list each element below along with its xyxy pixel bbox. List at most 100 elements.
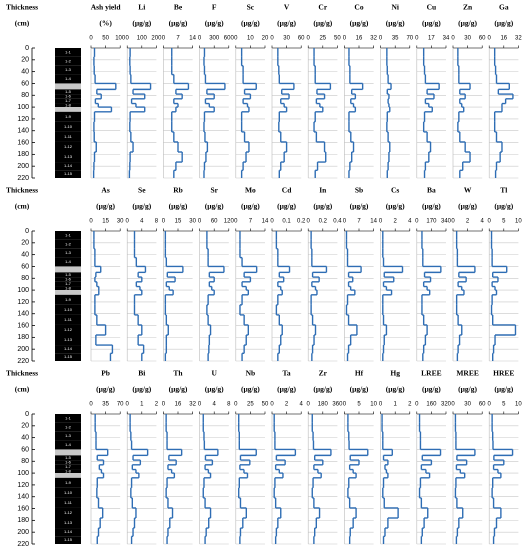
panel-title: Sc xyxy=(247,3,255,12)
layer-label: 1-6 xyxy=(65,94,72,99)
coal-layer xyxy=(55,281,81,287)
x-tick-label: 0 xyxy=(451,36,455,42)
x-tick-label: 360 xyxy=(332,402,343,408)
coal-layer xyxy=(55,170,81,178)
panel-unit: (μg/g) xyxy=(350,385,369,394)
panel-unit: (μg/g) xyxy=(386,202,405,211)
x-tick-label: 0 xyxy=(270,402,274,408)
x-tick-label: 0.2 xyxy=(319,219,328,225)
x-tick-label: 100 xyxy=(137,36,148,42)
x-tick-label: 0 xyxy=(451,402,455,408)
x-tick-label: 0 xyxy=(307,402,311,408)
x-tick-label: 14 xyxy=(189,36,196,42)
layer-label: 1-10 xyxy=(64,307,73,312)
layer-label: 1-10 xyxy=(64,490,73,495)
y-tick-label: 200 xyxy=(17,163,29,170)
panel-title: Hg xyxy=(390,369,400,378)
coal-layer xyxy=(55,335,81,346)
panel-title: Tl xyxy=(500,186,507,195)
x-tick-label: 30 xyxy=(117,219,124,225)
coal-layer xyxy=(55,286,81,291)
coal-layer xyxy=(55,469,81,474)
panel-unit: (μg/g) xyxy=(458,385,477,394)
y-tick-label: 180 xyxy=(17,334,29,341)
y-tick-label: 160 xyxy=(17,139,29,146)
parting-layer xyxy=(55,473,81,478)
layer-label: 1-9 xyxy=(65,480,72,485)
coal-layer xyxy=(55,152,81,163)
y-tick-label: 40 xyxy=(21,251,29,258)
coal-layer xyxy=(55,345,81,354)
x-tick-label: 0 xyxy=(379,402,383,408)
y-tick-label: 100 xyxy=(17,104,29,111)
panel-unit: (μg/g) xyxy=(205,19,224,28)
panel-unit: (μg/g) xyxy=(313,202,332,211)
panel-unit: (μg/g) xyxy=(241,19,260,28)
panel-unit: (μg/g) xyxy=(350,202,369,211)
x-tick-label: 2 xyxy=(394,219,398,225)
layer-label: 1-8 xyxy=(65,468,72,473)
x-tick-label: 50 xyxy=(334,36,341,42)
y-tick-label: 0 xyxy=(25,228,29,235)
x-tick-label: 7 xyxy=(249,219,253,225)
coal-layer xyxy=(55,518,81,529)
coal-layer xyxy=(55,304,81,315)
y-tick-label: 180 xyxy=(17,151,29,158)
panel-unit: (μg/g) xyxy=(132,19,151,28)
coal-layer xyxy=(55,455,81,461)
layer-label: 1-7 xyxy=(65,98,72,103)
coal-layer xyxy=(55,89,81,95)
panel-title: Sb xyxy=(355,186,363,195)
x-tick-label: 2 xyxy=(285,402,289,408)
layer-label: 1-7 xyxy=(65,464,72,469)
panel-title: LREE xyxy=(421,369,441,378)
x-tick-label: 25 xyxy=(247,402,254,408)
x-tick-label: 7 xyxy=(176,36,180,42)
coal-layer xyxy=(55,248,81,258)
panel-unit: (μg/g) xyxy=(494,19,513,28)
layer-label: 1-2 xyxy=(65,424,72,429)
x-tick-label: 10 xyxy=(370,402,377,408)
layer-label: 1-3 xyxy=(65,250,72,255)
coal-layer xyxy=(55,121,81,132)
y-tick-label: 40 xyxy=(21,68,29,75)
y-tick-label: 80 xyxy=(21,458,29,465)
panel-title: Ta xyxy=(283,369,291,378)
coal-layer xyxy=(55,74,81,84)
x-tick-label: 5 xyxy=(502,402,506,408)
coal-layer xyxy=(55,528,81,537)
panel-title: Ba xyxy=(427,186,436,195)
x-tick-label: 200 xyxy=(151,36,162,42)
layer-label: 1-15 xyxy=(64,537,73,542)
coal-layer xyxy=(55,414,81,423)
x-tick-label: 1 xyxy=(394,402,398,408)
x-tick-label: 0 xyxy=(126,402,130,408)
coal-layer xyxy=(55,231,81,240)
y-tick-label: 40 xyxy=(21,434,29,441)
x-tick-label: 0 xyxy=(415,402,419,408)
x-tick-label: 50 xyxy=(102,36,109,42)
x-tick-label: 2 xyxy=(155,402,159,408)
x-tick-label: 0 xyxy=(415,219,419,225)
panel-unit: (μg/g) xyxy=(132,202,151,211)
coal-layer xyxy=(55,422,81,432)
x-tick-label: 32 xyxy=(515,36,522,42)
panel-unit: (μg/g) xyxy=(277,19,296,28)
x-tick-label: 60 xyxy=(211,219,218,225)
x-tick-label: 0 xyxy=(488,402,492,408)
panel-title: HREE xyxy=(493,369,514,378)
y-tick-label: 200 xyxy=(17,346,29,353)
y-tick-label: 100 xyxy=(17,287,29,294)
y-tick-label: 20 xyxy=(21,423,29,430)
x-tick-label: 35 xyxy=(392,36,399,42)
coal-layer xyxy=(55,103,81,108)
x-tick-label: 0 xyxy=(270,219,274,225)
x-tick-label: 120 xyxy=(224,219,235,225)
panel-title: Cr xyxy=(318,3,327,12)
panel-unit: (μg/g) xyxy=(241,385,260,394)
coal-layer xyxy=(55,477,81,488)
panel-unit: (μg/g) xyxy=(458,19,477,28)
x-tick-label: 30 xyxy=(464,402,471,408)
coal-layer xyxy=(55,239,81,249)
